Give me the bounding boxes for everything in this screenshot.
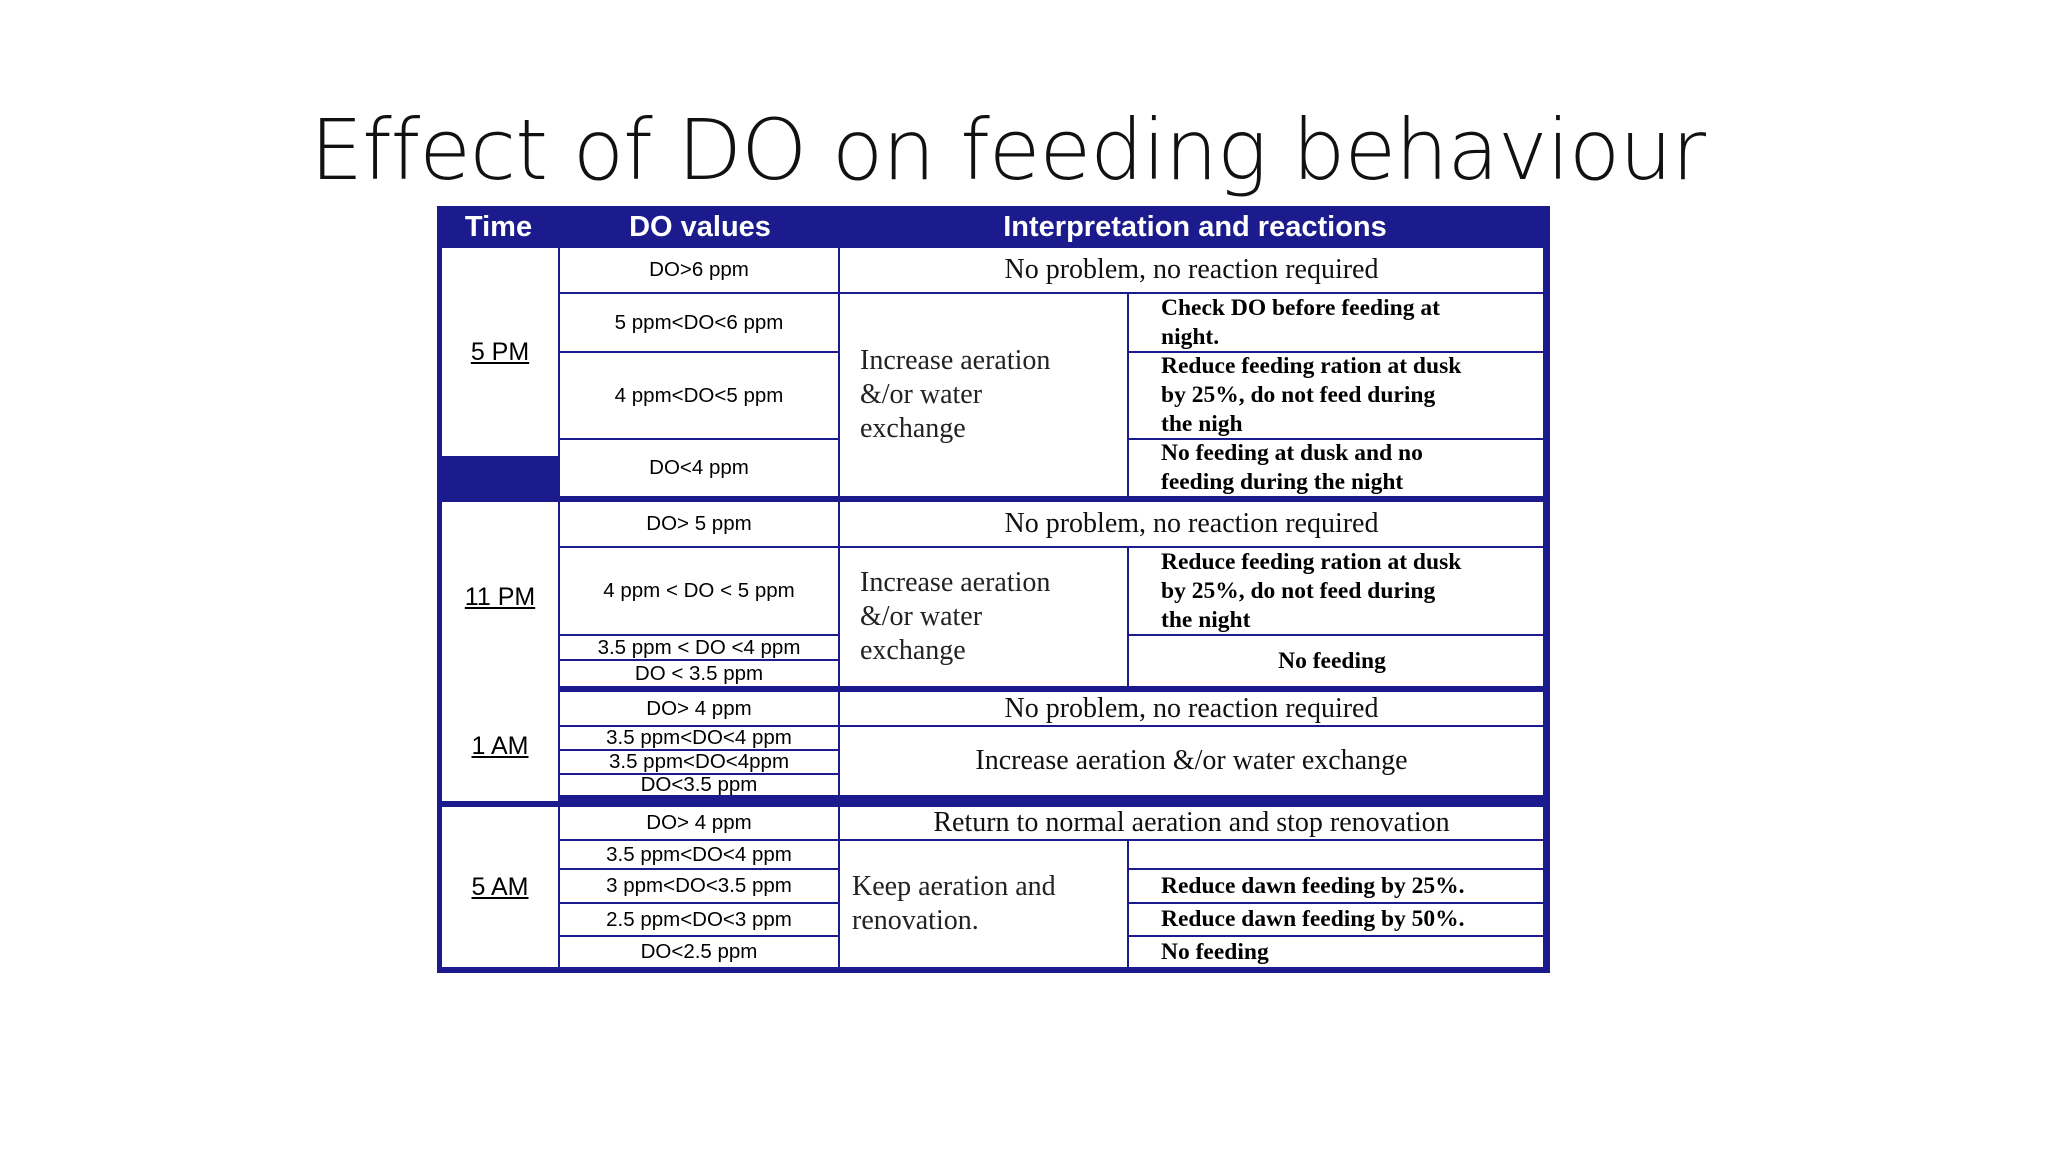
do-value-cell: DO < 3.5 ppm	[560, 661, 838, 686]
time-cell-1am: 1 AM	[442, 692, 558, 801]
action-line: Reduce dawn feeding by 25%.	[1161, 872, 1465, 899]
action-line: Check DO before feeding at	[1161, 294, 1440, 321]
reaction-line: exchange	[860, 635, 966, 666]
reaction-line: &/or water	[860, 379, 983, 410]
reaction-line: renovation.	[852, 905, 979, 936]
do-value-cell: DO>6 ppm	[560, 248, 838, 292]
reaction-cell: Increase aeration &/or water exchange	[840, 548, 1127, 686]
do-value-cell: DO> 5 ppm	[560, 502, 838, 546]
no-problem-cell: No problem, no reaction required	[840, 248, 1543, 292]
do-value-cell: 4 ppm < DO < 5 ppm	[560, 548, 838, 634]
reaction-line: &/or water	[860, 601, 983, 632]
do-value-cell: 3 ppm<DO<3.5 ppm	[560, 870, 838, 902]
slide-title: Effect of DO on feeding behaviour	[310, 101, 1706, 199]
reaction-cell: Increase aeration &/or water exchange	[840, 294, 1127, 496]
action-line: the nigh	[1161, 411, 1243, 437]
action-line: feeding during the night	[1161, 469, 1404, 495]
reaction-line: Increase aeration	[860, 567, 1051, 598]
reaction-line: exchange	[860, 413, 966, 444]
do-value-cell: 5 ppm<DO<6 ppm	[560, 294, 838, 351]
reaction-cell: Increase aeration &/or water exchange	[840, 727, 1543, 795]
action-cell: Reduce feeding ration at dusk by 25%, do…	[1129, 353, 1543, 438]
action-line: night.	[1161, 323, 1220, 350]
do-value-cell: 3.5 ppm<DO<4 ppm	[560, 727, 838, 749]
no-problem-cell: No problem, no reaction required	[840, 692, 1543, 725]
action-cell: No feeding	[1129, 937, 1543, 967]
action-line: No feeding at dusk and no	[1161, 440, 1423, 466]
do-value-cell: 2.5 ppm<DO<3 ppm	[560, 904, 838, 935]
action-line: No feeding	[1161, 938, 1269, 965]
action-line: by 25%, do not feed during	[1161, 382, 1436, 408]
do-value-cell: 3.5 ppm < DO <4 ppm	[560, 636, 838, 659]
action-line: the night	[1161, 606, 1251, 633]
time-cell-5am: 5 AM	[442, 807, 558, 967]
action-line: Reduce feeding ration at dusk	[1161, 548, 1462, 575]
do-value-cell: DO<2.5 ppm	[560, 937, 838, 967]
do-value-cell: DO> 4 ppm	[560, 692, 838, 725]
no-problem-cell: No problem, no reaction required	[840, 502, 1543, 546]
do-value-cell: DO<3.5 ppm	[560, 775, 838, 795]
action-line: No feeding	[1278, 647, 1386, 674]
do-value-cell: DO<4 ppm	[560, 440, 838, 496]
do-feeding-table: Time DO values Interpretation and reacti…	[437, 206, 1550, 973]
time-cell-11pm: 11 PM	[442, 502, 558, 692]
header-interpretation: Interpretation and reactions	[1003, 211, 1387, 243]
action-cell: No feeding at dusk and no feeding during…	[1129, 440, 1543, 496]
action-cell: Reduce feeding ration at dusk by 25%, do…	[1129, 548, 1543, 634]
header-time: Time	[464, 211, 533, 243]
reaction-cell: Keep aeration and renovation.	[840, 841, 1127, 967]
header-do-values: DO values	[629, 211, 771, 243]
action-line: Reduce feeding ration at dusk	[1161, 353, 1462, 379]
reaction-line: Increase aeration	[860, 345, 1051, 376]
reaction-line: Keep aeration and	[852, 871, 1056, 902]
action-line: Reduce dawn feeding by 50%.	[1161, 906, 1465, 932]
action-line: by 25%, do not feed during	[1161, 577, 1436, 604]
do-value-cell: 3.5 ppm<DO<4ppm	[560, 751, 838, 773]
action-cell: Reduce dawn feeding by 50%.	[1129, 904, 1543, 935]
action-cell: Reduce dawn feeding by 25%.	[1129, 870, 1543, 902]
do-value-cell: DO> 4 ppm	[560, 807, 838, 839]
do-value-cell: 3.5 ppm<DO<4 ppm	[560, 841, 838, 868]
do-value-cell: 4 ppm<DO<5 ppm	[560, 353, 838, 438]
action-cell: No feeding	[1129, 636, 1543, 686]
no-problem-cell: Return to normal aeration and stop renov…	[840, 807, 1543, 839]
action-cell: Check DO before feeding at night.	[1129, 294, 1543, 351]
action-cell	[1129, 841, 1543, 868]
time-cell-5pm: 5 PM	[442, 248, 558, 456]
